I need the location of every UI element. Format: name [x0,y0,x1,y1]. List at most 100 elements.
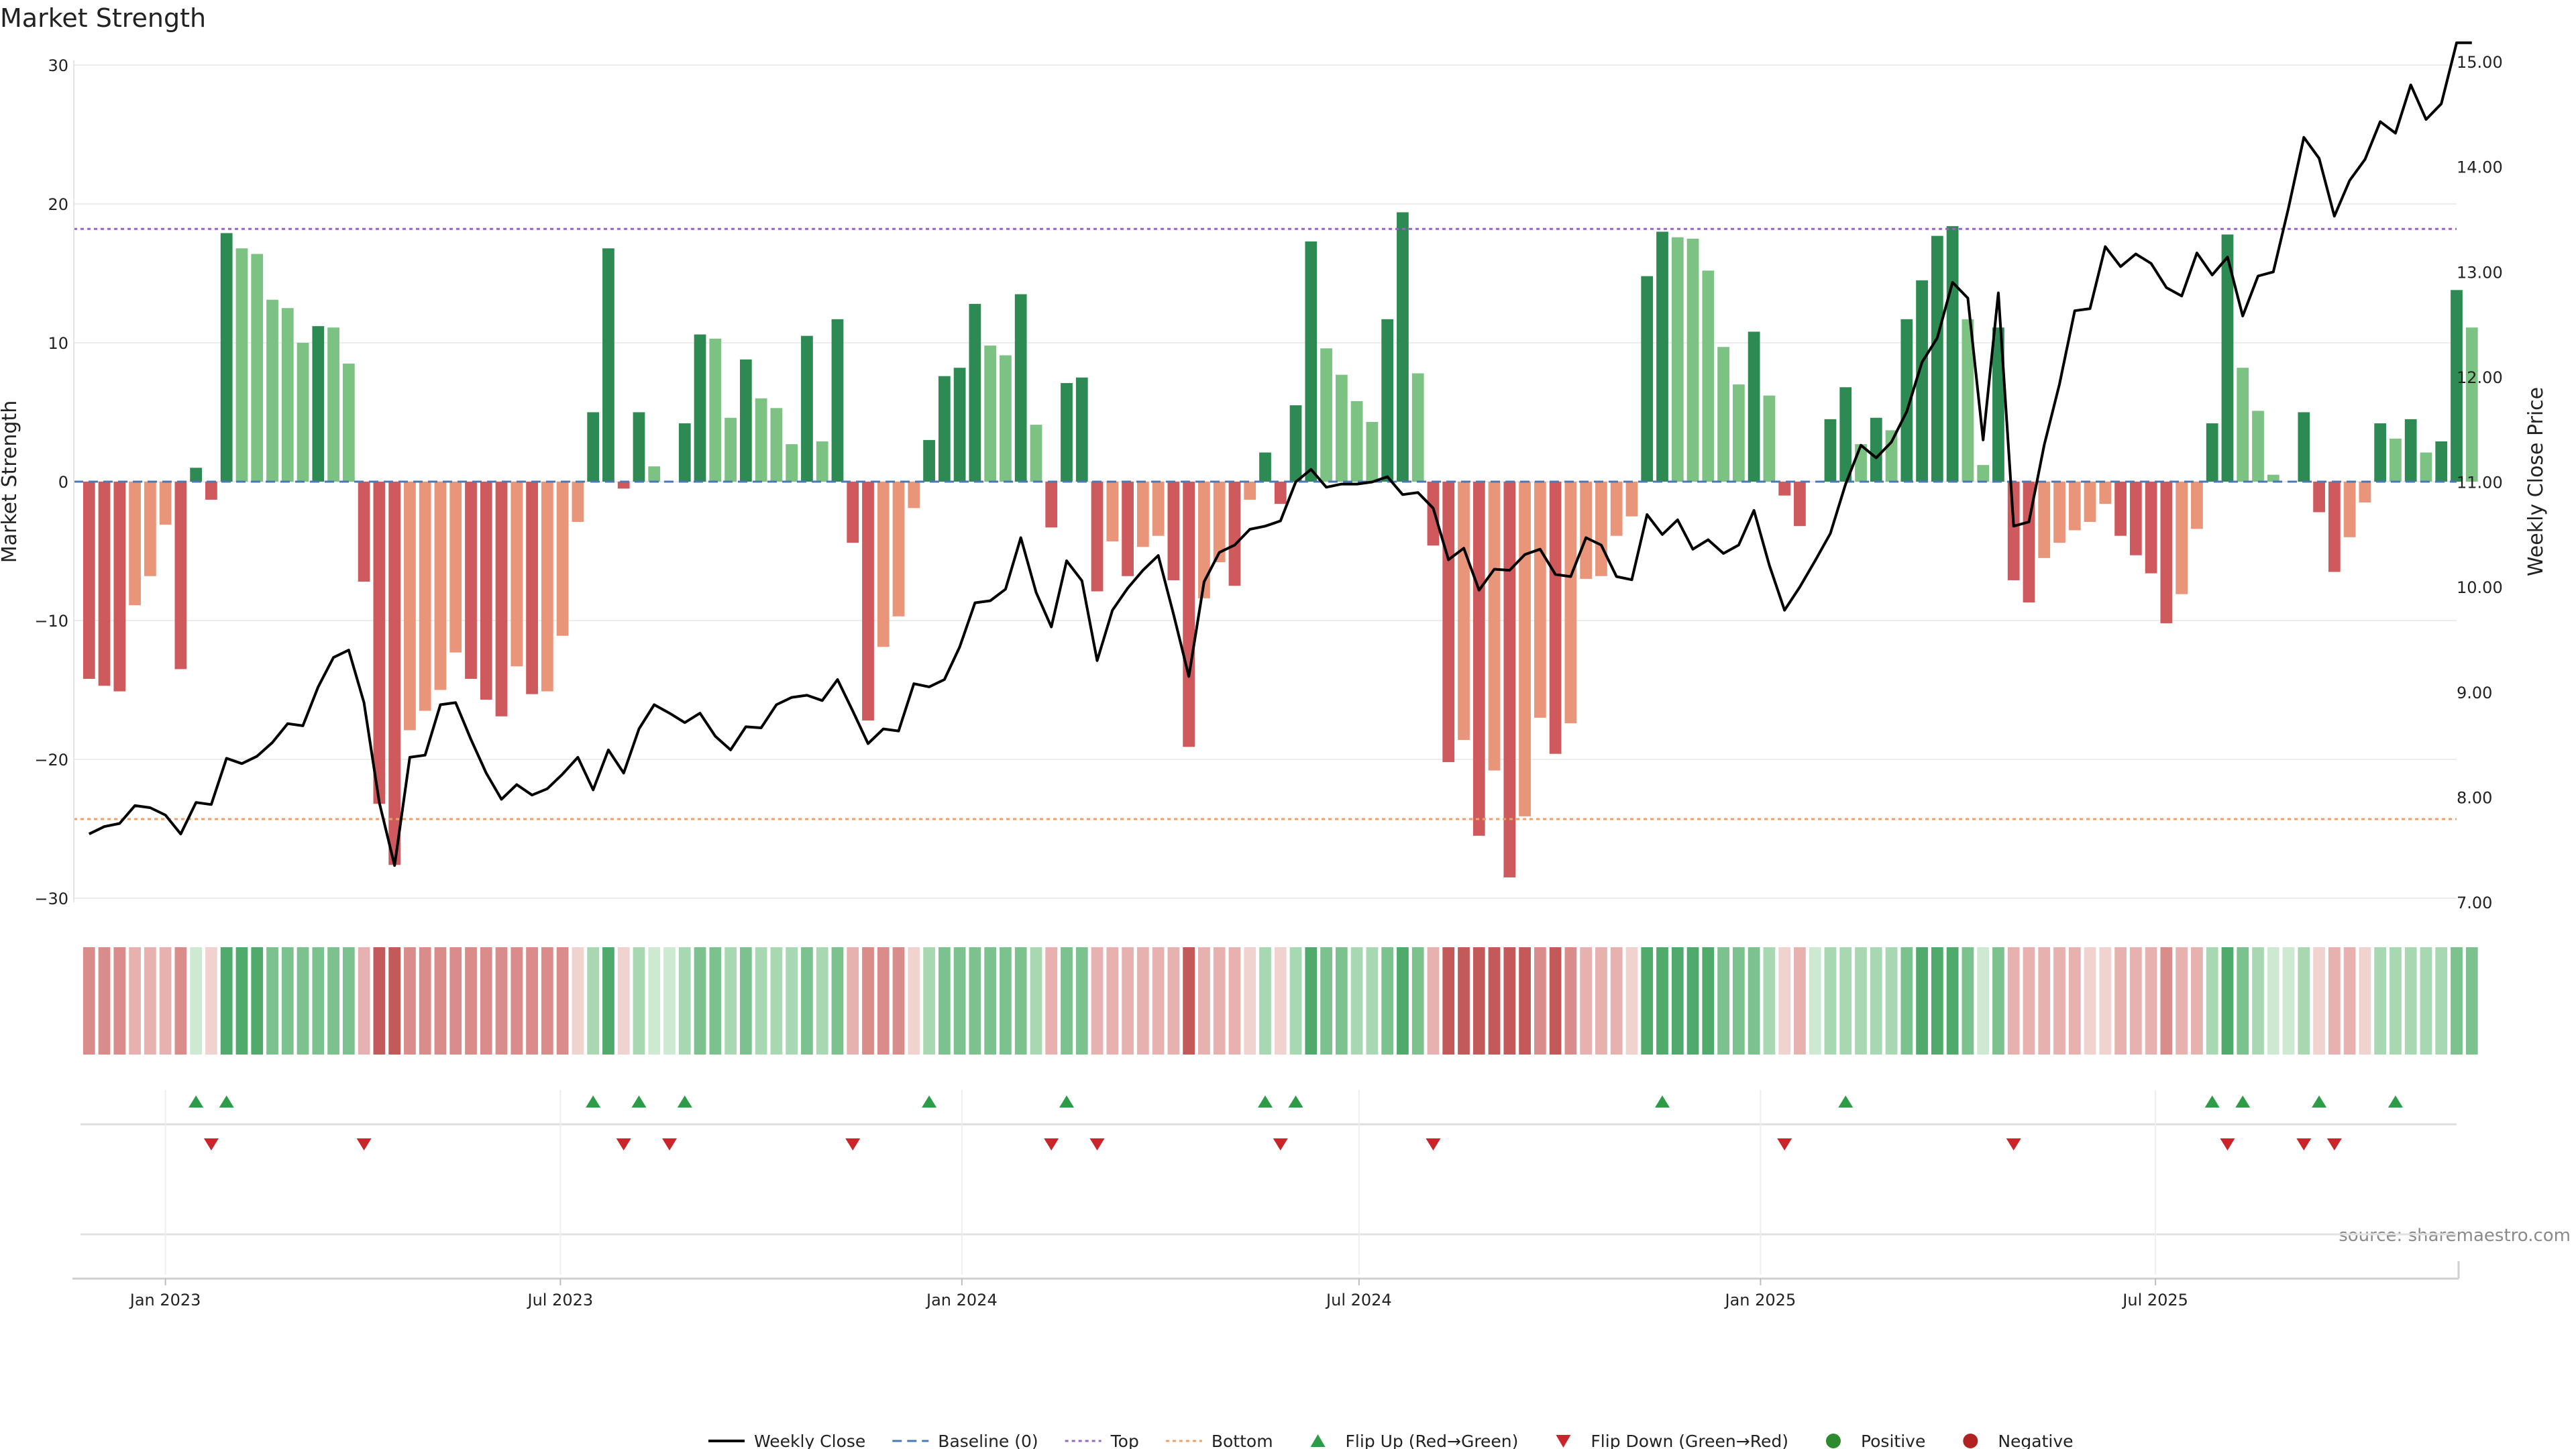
strength-bar [511,482,523,667]
strip-cell [2390,947,2402,1055]
strip-cell [877,947,890,1055]
strength-bar [2328,482,2341,572]
strength-bar [2160,482,2173,624]
strip-cell [281,947,294,1055]
y2-tick-label: 11.00 [2457,474,2503,492]
flip-up-marker [922,1095,937,1108]
strip-cell [1610,947,1623,1055]
strength-bar [2145,482,2157,574]
strip-cell [2252,947,2264,1055]
strip-cell [984,947,997,1055]
strip-cell [98,947,111,1055]
strength-bar [984,345,997,482]
legend-negative-swatch [1963,1434,1978,1448]
strength-bar [1000,355,1012,482]
y2-tick-label: 10.00 [2457,578,2503,597]
legend: Weekly Close Baseline (0) Top Bottom Flip Up… [708,1432,2074,1449]
strength-bar [1931,235,1943,482]
strip-cell [2053,947,2065,1055]
strip-cell [1778,947,1791,1055]
flip-down-marker [662,1138,677,1150]
strength-bar [1717,347,1729,482]
strip-cell [1977,947,1990,1055]
strength-bar [831,319,844,482]
strength-bar [709,338,722,482]
strip-cell [862,947,874,1055]
strength-bar [1763,395,1776,482]
strength-bar [2359,482,2371,503]
flip-down-marker [1089,1138,1105,1150]
strength-bar [1595,482,1607,576]
strength-bar [587,412,600,482]
strength-bar [2435,441,2448,482]
strip-cell [1122,947,1134,1055]
strength-bar [786,444,798,482]
strength-bar [1183,482,1195,747]
strength-bar [694,334,706,482]
legend-label: Weekly Close [754,1432,865,1449]
strip-cell [2465,947,2478,1055]
x-tick-label: Jul 2024 [1325,1291,1392,1309]
strength-bar [1320,348,1332,482]
strength-bar [724,417,737,482]
strip-cell [2313,947,2325,1055]
strip-cell [2359,947,2371,1055]
strip-cell [480,947,492,1055]
strength-bar [2053,482,2065,543]
flip-up-marker [1258,1095,1273,1108]
y-tick-label: −20 [34,751,68,769]
strip-cell [2007,947,2020,1055]
strength-bar [1091,482,1104,592]
strip-cell [2206,947,2218,1055]
strip-cell [678,947,691,1055]
legend-item-negative: Negative [1963,1432,2074,1449]
strip-cell [2099,947,2112,1055]
flip-down-marker [845,1138,861,1150]
strip-cell [129,947,141,1055]
strength-bar [174,482,187,669]
strip-cell [1809,947,1821,1055]
strength-bar [1366,421,1379,482]
strength-bar [1381,319,1394,482]
flip-up-marker [586,1095,601,1108]
strength-bar [1839,387,1852,482]
flip-up-marker [1288,1095,1303,1108]
strength-bar [2176,482,2188,594]
y2-tick-label: 8.00 [2457,788,2492,807]
strength-bar [1335,374,1348,482]
flip-up-marker [1059,1095,1074,1108]
legend-item-flip-up: Flip Up (Red→Green) [1310,1432,1518,1449]
strength-bar [297,343,309,482]
strength-bar [1946,226,1959,482]
strength-bar [1625,482,1638,517]
strength-bar [1228,482,1241,586]
strength-bar [1427,482,1440,546]
strip-cell [1870,947,1882,1055]
strength-bar [1885,430,1898,482]
strength-bar [2298,412,2310,482]
strength-bar [1794,482,1806,527]
strength-bar [938,376,951,482]
strip-cell [1427,947,1440,1055]
strip-cell [495,947,508,1055]
strength-bar [1610,482,1623,536]
strength-bar [953,368,966,482]
strip-cell [938,947,951,1055]
y-tick-label: −30 [34,890,68,908]
flip-up-marker [2387,1095,2403,1108]
strength-bar [1397,212,1409,482]
strip-cell [434,947,447,1055]
strength-bar [877,482,890,647]
strength-bar [342,364,355,482]
strip-cell [1305,947,1318,1055]
strip-cell [2435,947,2448,1055]
strength-bar [1136,482,1149,547]
strip-cell [449,947,462,1055]
strength-bar [2343,482,2356,537]
y2-tick-label: 7.00 [2457,894,2492,912]
strength-bar [572,482,584,523]
strength-bar [2068,482,2081,531]
chart-title: Market Strength [0,3,206,33]
strip-cell [1472,947,1485,1055]
